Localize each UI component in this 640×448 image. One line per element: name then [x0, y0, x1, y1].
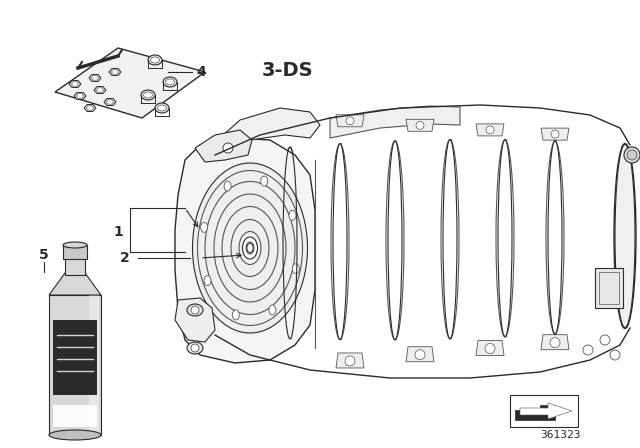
Polygon shape	[74, 93, 86, 99]
Polygon shape	[515, 405, 555, 420]
Polygon shape	[106, 100, 113, 104]
Ellipse shape	[247, 244, 253, 253]
Polygon shape	[175, 298, 215, 342]
Ellipse shape	[243, 237, 257, 259]
Polygon shape	[97, 88, 104, 92]
Text: 2: 2	[120, 251, 130, 265]
Circle shape	[415, 350, 425, 360]
Polygon shape	[476, 340, 504, 355]
Circle shape	[610, 350, 620, 360]
Bar	[65, 257, 85, 275]
Polygon shape	[330, 106, 460, 138]
Polygon shape	[406, 347, 434, 362]
Polygon shape	[94, 86, 106, 94]
Ellipse shape	[49, 430, 101, 440]
Ellipse shape	[187, 304, 203, 316]
Circle shape	[485, 344, 495, 353]
Bar	[63, 245, 87, 259]
Ellipse shape	[148, 55, 162, 65]
Circle shape	[600, 335, 610, 345]
Bar	[53, 405, 97, 427]
Polygon shape	[175, 138, 315, 363]
Bar	[510, 395, 578, 427]
Ellipse shape	[143, 92, 152, 98]
Ellipse shape	[157, 105, 166, 111]
Polygon shape	[69, 81, 81, 87]
Circle shape	[550, 338, 560, 348]
Text: 1: 1	[113, 225, 123, 239]
Circle shape	[583, 345, 593, 355]
Bar	[595, 268, 623, 308]
Ellipse shape	[292, 264, 300, 274]
Ellipse shape	[63, 242, 87, 248]
Text: 4: 4	[196, 65, 205, 79]
Circle shape	[191, 306, 199, 314]
Polygon shape	[220, 108, 320, 140]
Polygon shape	[86, 106, 93, 110]
Polygon shape	[49, 273, 101, 295]
Ellipse shape	[193, 163, 307, 333]
Ellipse shape	[141, 90, 155, 100]
Bar	[49, 295, 101, 435]
Polygon shape	[476, 124, 504, 136]
Polygon shape	[336, 115, 364, 127]
Ellipse shape	[155, 103, 169, 113]
Circle shape	[416, 121, 424, 129]
Ellipse shape	[627, 150, 637, 160]
Polygon shape	[109, 69, 121, 75]
Ellipse shape	[260, 176, 268, 186]
Circle shape	[345, 356, 355, 366]
Circle shape	[223, 143, 233, 153]
Ellipse shape	[289, 211, 296, 220]
Polygon shape	[89, 74, 101, 82]
Polygon shape	[104, 99, 116, 105]
Polygon shape	[520, 403, 572, 419]
Bar	[89, 295, 99, 435]
Polygon shape	[55, 48, 205, 118]
Ellipse shape	[269, 305, 276, 315]
Bar	[53, 320, 97, 395]
Polygon shape	[406, 119, 434, 131]
Ellipse shape	[624, 147, 640, 163]
Text: 3-DS: 3-DS	[262, 60, 314, 79]
Ellipse shape	[163, 77, 177, 87]
Ellipse shape	[166, 79, 175, 85]
Ellipse shape	[150, 57, 159, 63]
Ellipse shape	[204, 276, 211, 286]
Polygon shape	[541, 128, 569, 140]
Bar	[599, 272, 619, 304]
Text: 361323: 361323	[540, 430, 580, 440]
Text: 5: 5	[39, 248, 49, 262]
Circle shape	[191, 344, 199, 352]
Polygon shape	[92, 76, 99, 80]
Ellipse shape	[232, 310, 239, 320]
Polygon shape	[195, 130, 252, 162]
Polygon shape	[72, 82, 79, 86]
Ellipse shape	[201, 222, 207, 233]
Polygon shape	[541, 335, 569, 350]
Polygon shape	[111, 70, 118, 74]
Polygon shape	[77, 94, 83, 98]
Polygon shape	[336, 353, 364, 368]
Circle shape	[486, 126, 494, 134]
Circle shape	[551, 130, 559, 138]
Ellipse shape	[187, 342, 203, 354]
Ellipse shape	[615, 145, 635, 327]
Circle shape	[346, 117, 354, 125]
Polygon shape	[84, 104, 96, 112]
Ellipse shape	[224, 181, 231, 191]
Ellipse shape	[246, 242, 254, 254]
